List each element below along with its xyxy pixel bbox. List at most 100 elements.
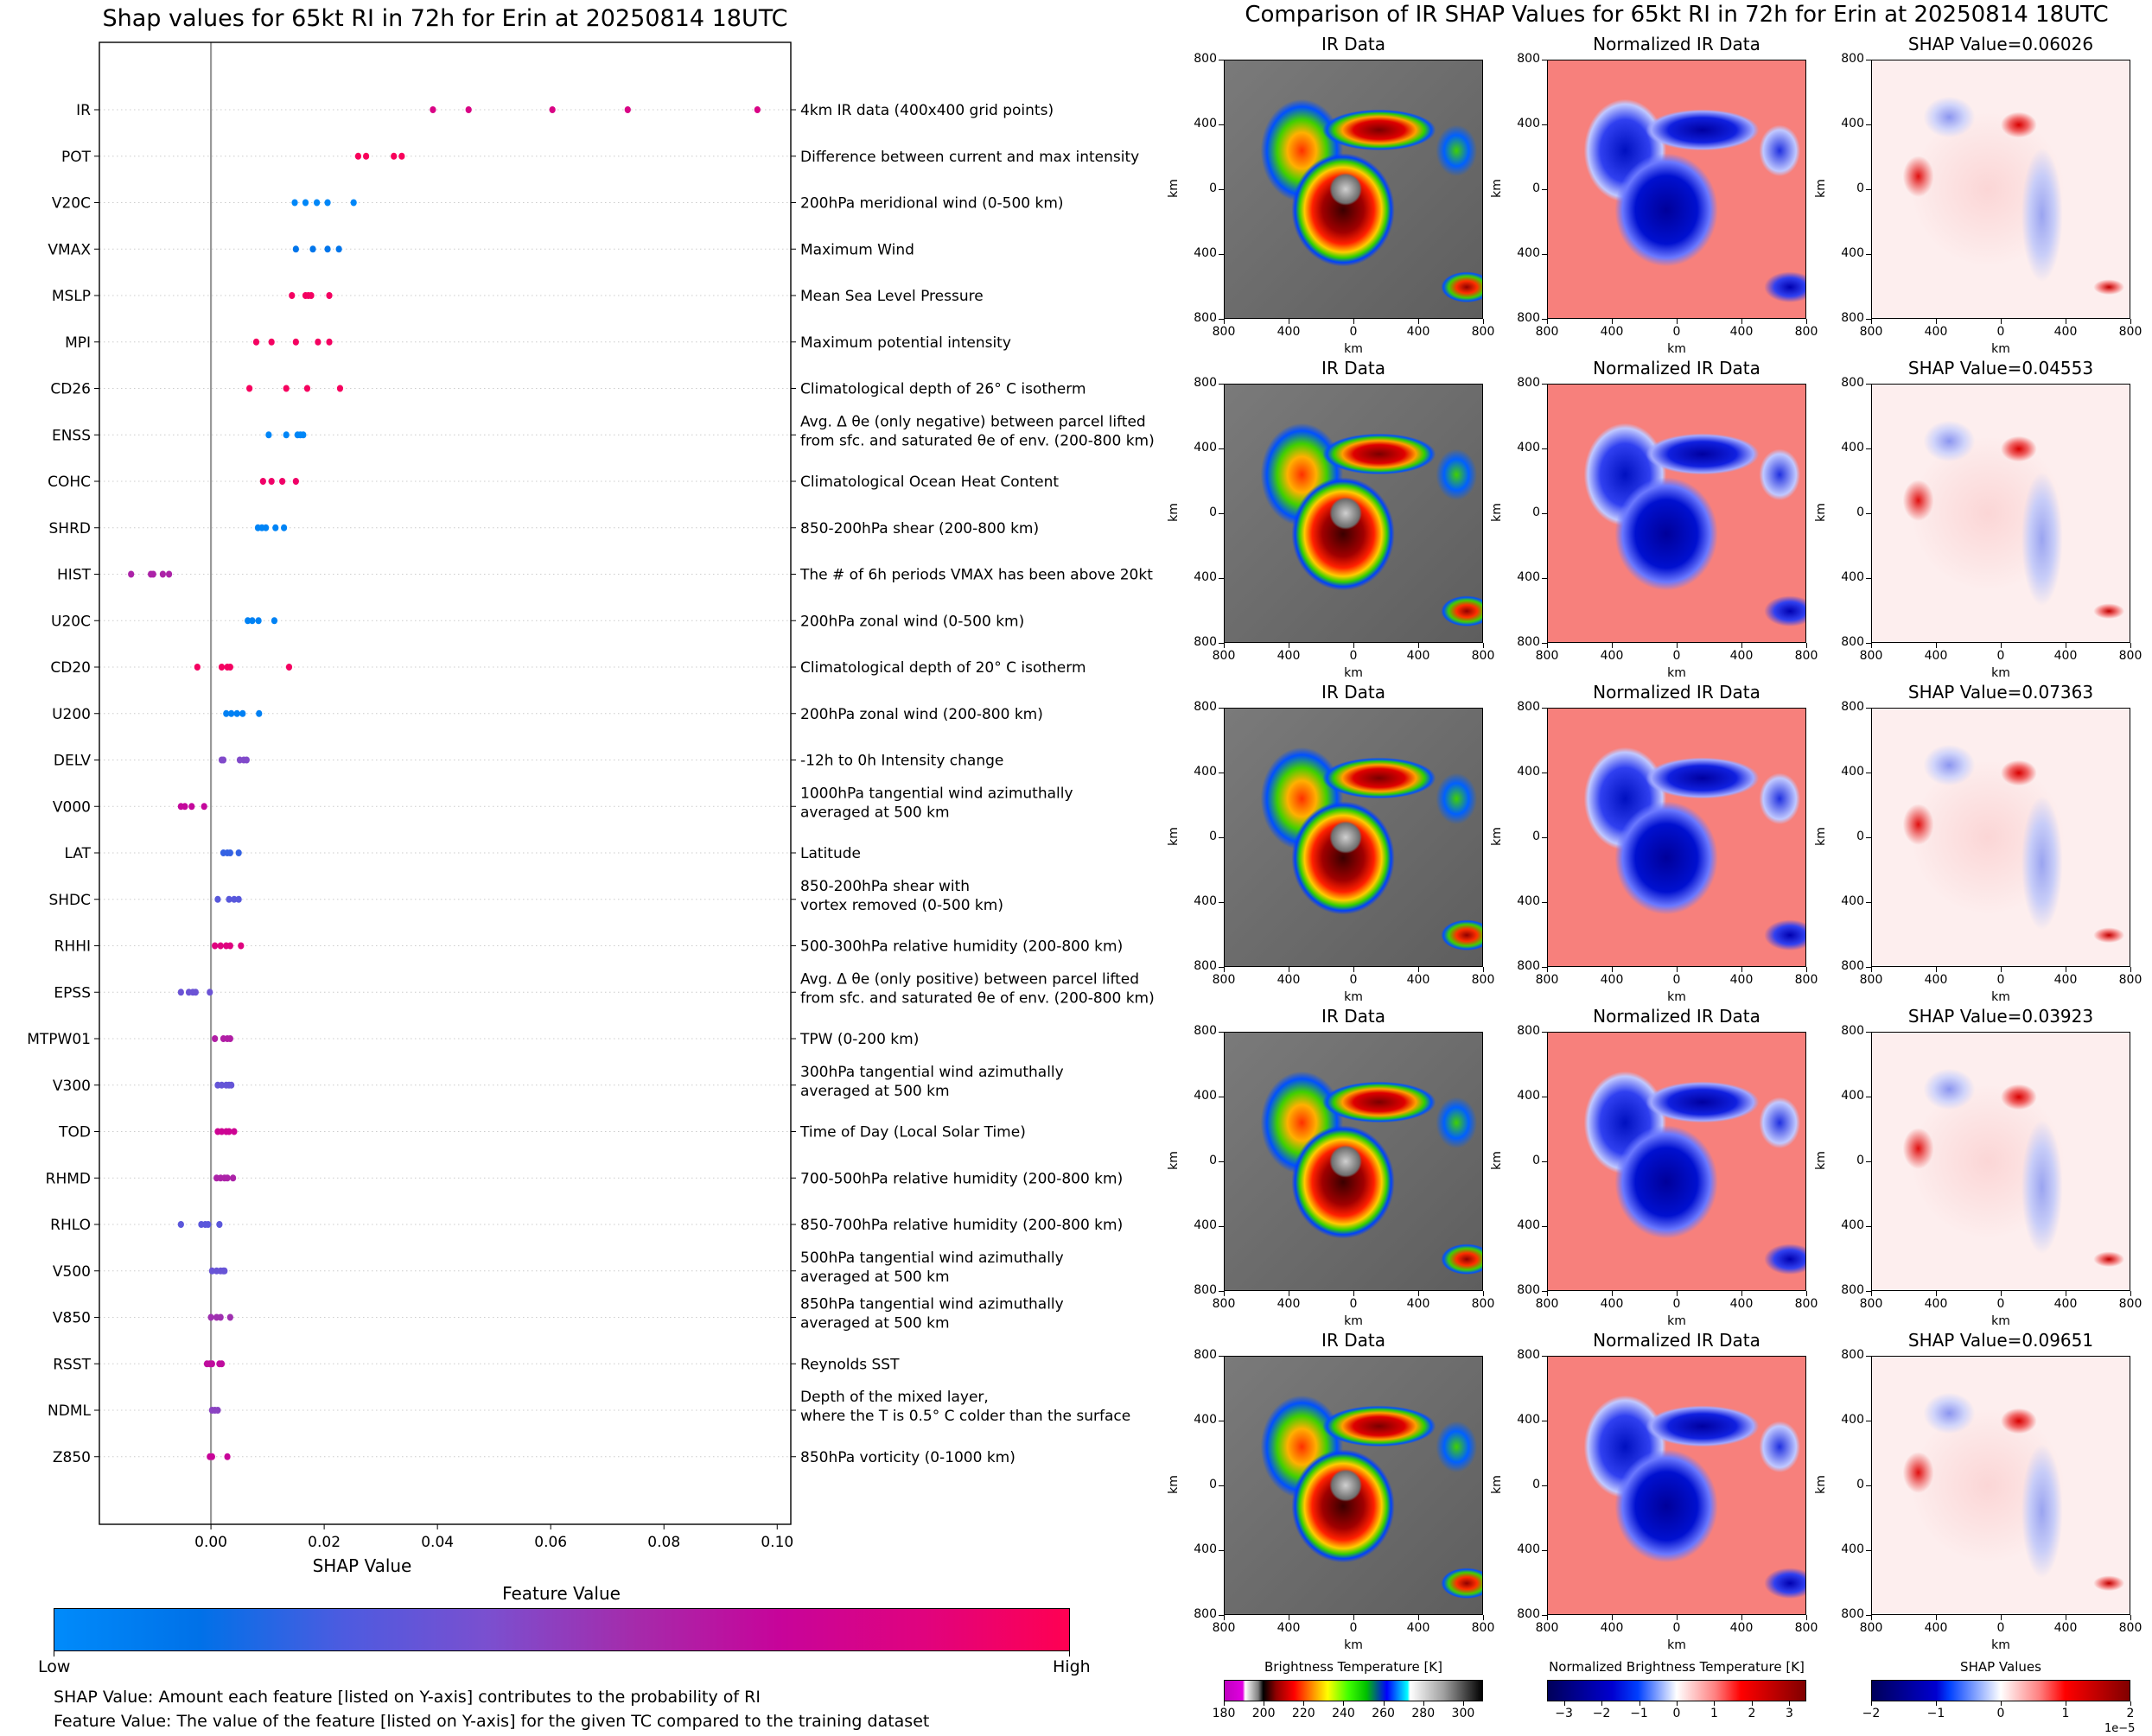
y-tick-label: 400	[1841, 1218, 1864, 1232]
x-tick	[1936, 643, 1937, 648]
y-tick	[1542, 643, 1547, 644]
x-tick-label: 400	[2053, 649, 2078, 663]
x-tick	[1741, 319, 1742, 324]
feature-description: The # of 6h periods VMAX has been above …	[799, 567, 1153, 584]
ir-data-title: IR Data	[1321, 682, 1385, 703]
y-tick-label: 400	[1194, 570, 1217, 584]
normalized-ir-image	[1547, 1032, 1806, 1291]
x-axis-label: km	[1344, 1314, 1363, 1328]
feature-label: NDML	[48, 1402, 91, 1420]
x-tick-label: 800	[1794, 325, 1818, 339]
y-axis-label: km	[1167, 179, 1181, 198]
shap-point	[549, 106, 556, 113]
colorbar-tick-label: −2	[1592, 1707, 1611, 1720]
x-tick	[1806, 319, 1807, 324]
x-axis-label: km	[1667, 1638, 1686, 1652]
x-tick	[1936, 967, 1937, 972]
x-tick-label: 800	[2118, 973, 2142, 987]
shap-point	[208, 1453, 215, 1460]
y-tick-label: 0	[1532, 1478, 1540, 1491]
colorbar-tick-label: −1	[1926, 1707, 1945, 1720]
feature-description: averaged at 500 km	[800, 1083, 950, 1100]
colorbar-tick	[1563, 1701, 1565, 1706]
feature-description: -12h to 0h Intensity change	[800, 753, 1003, 770]
y-tick	[1542, 1485, 1547, 1486]
y-tick	[1219, 254, 1224, 255]
x-tick-label: 0.10	[761, 1534, 793, 1551]
x-tick	[1547, 1291, 1548, 1296]
shap-point	[235, 895, 242, 903]
y-tick	[1542, 967, 1547, 968]
y-tick-label: 0	[1856, 1478, 1864, 1491]
shap-point	[224, 1174, 231, 1182]
feature-description: where the T is 0.5° C colder than the su…	[800, 1408, 1130, 1425]
x-axis-label: km	[1667, 1314, 1686, 1328]
y-tick	[1219, 578, 1224, 579]
y-tick-label: 400	[1841, 1089, 1864, 1103]
y-tick	[1866, 837, 1871, 838]
y-tick	[1542, 1032, 1547, 1033]
feature-label: TOD	[58, 1124, 91, 1141]
x-tick	[1871, 1291, 1872, 1296]
y-tick	[1866, 643, 1871, 644]
y-tick	[1866, 967, 1871, 968]
shap-point	[165, 570, 173, 578]
feature-label: POT	[61, 149, 92, 166]
y-tick	[1219, 643, 1224, 644]
colorbar	[1547, 1680, 1806, 1701]
y-tick-label: 800	[1841, 1283, 1864, 1297]
y-tick	[1866, 902, 1871, 903]
colorbar-tick	[1751, 1701, 1753, 1706]
x-tick-label: 400	[1406, 1621, 1430, 1635]
feature-description: 500-300hPa relative humidity (200-800 km…	[800, 938, 1123, 956]
y-tick-label: 400	[1841, 765, 1864, 779]
y-tick-label: 400	[1517, 246, 1540, 260]
colorbar-tick-label: −3	[1555, 1707, 1573, 1720]
y-tick-label: 800	[1517, 1348, 1540, 1362]
colorbar-tick	[1789, 1701, 1791, 1706]
y-axis-label: km	[1167, 1475, 1181, 1494]
colorbar-tick-label: 0	[1672, 1707, 1681, 1720]
y-tick-label: 800	[1194, 1348, 1217, 1362]
y-tick	[1542, 1550, 1547, 1551]
colorbar-tick-label: 0	[1996, 1707, 2005, 1720]
y-tick	[1219, 837, 1224, 838]
y-tick-label: 800	[1194, 1607, 1217, 1621]
colorbar-high-label: High	[1053, 1657, 1091, 1676]
shap-point	[214, 1407, 221, 1414]
feature-description: Latitude	[800, 845, 861, 862]
feature-description: Difference between current and max inten…	[800, 149, 1139, 166]
x-tick-label: 400	[1277, 1297, 1301, 1311]
y-tick-label: 800	[1841, 1024, 1864, 1038]
y-tick	[1866, 319, 1871, 320]
feature-description: vortex removed (0-500 km)	[800, 897, 1003, 914]
normalized-ir-image	[1547, 1356, 1806, 1615]
x-tick	[1418, 319, 1419, 324]
x-tick	[1612, 967, 1613, 972]
y-tick	[1866, 448, 1871, 449]
shap-point	[300, 431, 307, 439]
x-tick	[2130, 1291, 2131, 1296]
x-tick-label: 800	[1794, 973, 1818, 987]
x-tick-label: 400	[1406, 649, 1430, 663]
shap-point	[246, 385, 253, 392]
colorbar-tick-label: 180	[1212, 1707, 1236, 1720]
shap-point	[239, 709, 246, 717]
y-axis-label: km	[1167, 827, 1181, 846]
y-tick-label: 800	[1194, 311, 1217, 325]
x-tick	[1677, 967, 1678, 972]
feature-description: Depth of the mixed layer,	[800, 1389, 989, 1406]
x-tick	[1353, 1291, 1354, 1296]
colorbar-tick-label: 3	[1785, 1707, 1793, 1720]
y-tick-label: 400	[1517, 1218, 1540, 1232]
y-tick-label: 400	[1517, 441, 1540, 455]
x-tick-label: 400	[1277, 1621, 1301, 1635]
x-tick	[1547, 643, 1548, 648]
shap-point	[128, 570, 135, 578]
x-tick-label: 0	[1996, 1621, 2005, 1635]
y-tick-label: 400	[1517, 765, 1540, 779]
feature-description: Reynolds SST	[800, 1356, 900, 1373]
normalized-ir-title: Normalized IR Data	[1593, 358, 1760, 378]
shap-value-title: SHAP Value=0.03923	[1907, 1006, 2094, 1027]
feature-label: SHRD	[49, 520, 91, 537]
